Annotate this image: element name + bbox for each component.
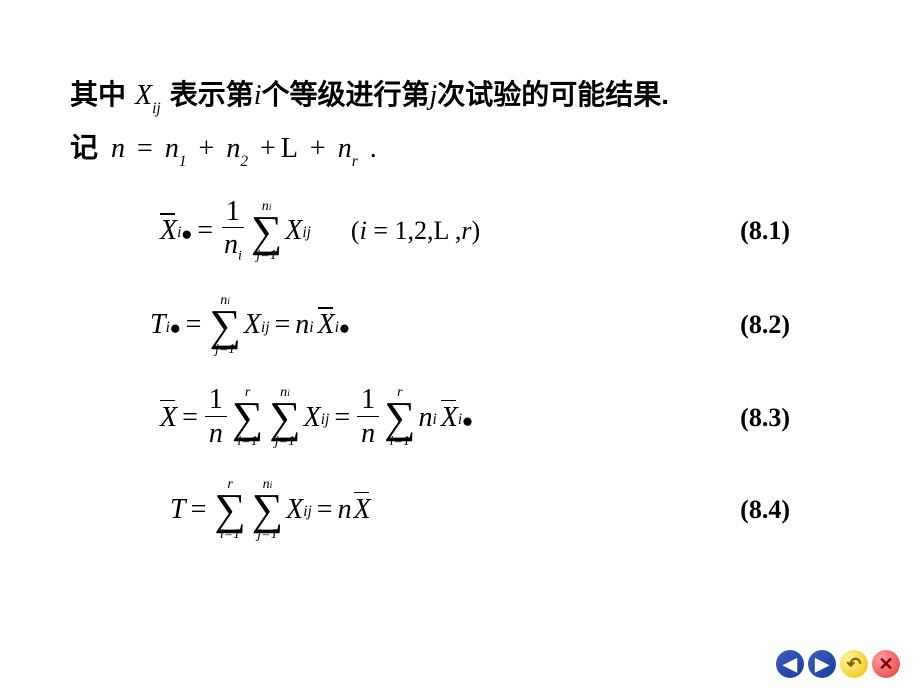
slide-content: 其中 Xij 表示第i个等级进行第j次试验的可能结果. 记 n = n1 + n… [0, 0, 920, 542]
return-button[interactable]: ↶ [840, 650, 868, 678]
return-icon: ↶ [846, 654, 861, 675]
equation-8-3: X = 1n r∑i=1 ni∑j=1 Xij = 1n r∑i=1 ni Xi… [70, 385, 850, 450]
text-biaoshi: 表示第 [170, 79, 254, 110]
eq-label-8-1: (8.1) [740, 216, 790, 246]
prev-button[interactable]: ◀ [776, 650, 804, 678]
intro-line-2: 记 n = n1 + n2 +L + nr . [70, 123, 850, 174]
close-icon: ✕ [878, 654, 893, 675]
text-ji: 记 [70, 132, 98, 163]
intro-line-1: 其中 Xij 表示第i个等级进行第j次试验的可能结果. [70, 75, 850, 117]
text-gedengji: 个等级进行第 [261, 79, 429, 110]
close-button[interactable]: ✕ [872, 650, 900, 678]
nav-controls: ◀ ▶ ↶ ✕ [776, 650, 900, 678]
next-icon: ▶ [815, 654, 829, 675]
eq-8-2-body: Ti• = ni∑j=1 Xij = ni Xi• [150, 294, 350, 357]
eq-label-8-4: (8.4) [740, 495, 790, 525]
eq-8-3-body: X = 1n r∑i=1 ni∑j=1 Xij = 1n r∑i=1 ni Xi… [160, 385, 473, 450]
text-cishiyan: 次试验的可能结果. [437, 79, 669, 110]
prev-icon: ◀ [783, 654, 797, 675]
equation-8-2: Ti• = ni∑j=1 Xij = ni Xi• (8.2) [70, 294, 850, 357]
next-button[interactable]: ▶ [808, 650, 836, 678]
text-qizhong: 其中 [70, 79, 126, 110]
eq-label-8-2: (8.2) [740, 310, 790, 340]
equation-8-1: Xi• = 1ni ni∑j=1 Xij (i = 1,2,L ,r) (8.1… [70, 197, 850, 266]
eq-8-4-body: T = r∑i=1 ni∑j=1 Xij = nX [170, 478, 371, 541]
eq-8-1-condition: (i = 1,2,L ,r) [351, 216, 480, 246]
eq-label-8-3: (8.3) [740, 403, 790, 433]
eq-8-1-body: Xi• = 1ni ni∑j=1 Xij (i = 1,2,L ,r) [160, 197, 480, 266]
equation-8-4: T = r∑i=1 ni∑j=1 Xij = nX (8.4) [70, 478, 850, 541]
var-Xij: Xij [135, 80, 168, 111]
eq-sum-n: n = n1 + n2 +L + nr . [111, 133, 382, 164]
